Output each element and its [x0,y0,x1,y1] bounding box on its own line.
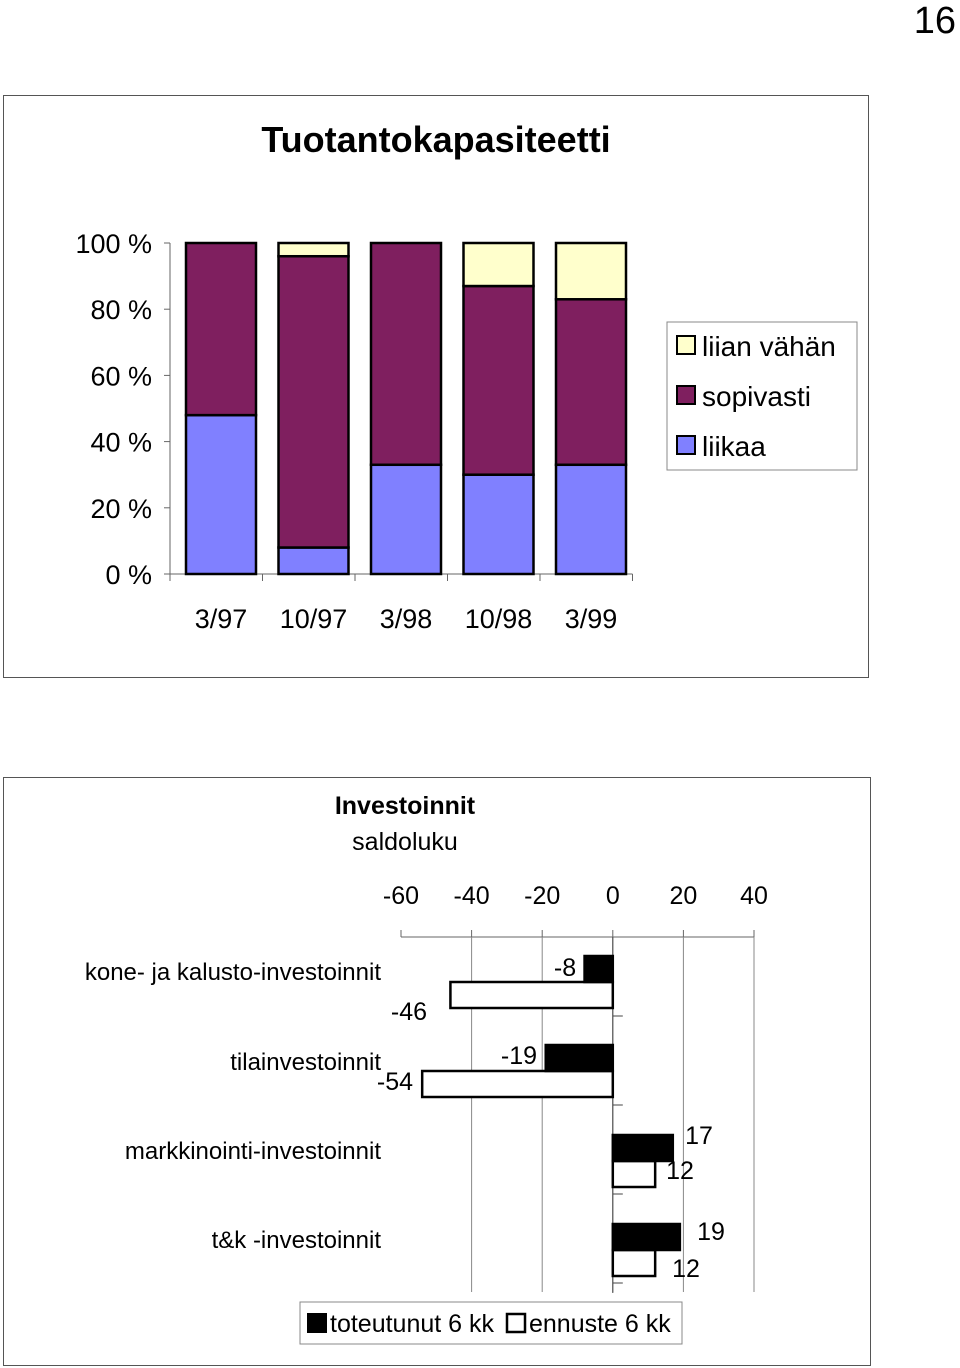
chart1-legend-label: liikaa [702,431,766,462]
chart2-bar-toteutunut [544,1043,615,1073]
chart2-category-label: kone- ja kalusto-investoinnit [85,959,381,986]
chart1-legend-swatch [676,385,696,405]
chart1-x-tick-label: 3/98 [380,604,433,634]
chart1-bar-segment [554,463,628,576]
chart2-category-label: tilainvestoinnit [230,1049,381,1076]
chart2-title: Investoinnit [335,792,476,820]
chart1-bar-segment [369,463,443,576]
chart2-bar-toteutunut [611,1133,675,1163]
chart1-bar-segment [277,546,350,576]
chart1-bar-segment [184,413,258,576]
chart2-bar-ennuste [611,1159,657,1189]
chart1-bar-segment [184,241,258,417]
chart1-y-tick-label: 0 % [105,560,152,590]
chart2-x-tick-label: -60 [383,882,419,910]
chart1-legend-swatch [676,335,696,355]
chart1-y-tick-label: 20 % [90,494,152,524]
chart1-title: Tuotantokapasiteetti [261,119,610,160]
chart1-y-tick-label: 40 % [90,428,152,458]
chart2-subtitle: saldoluku [352,828,458,856]
chart2-data-label-ennuste: 12 [672,1255,700,1283]
chart2-bar-toteutunut [583,954,615,984]
chart1-bar-segment [554,298,628,467]
chart1-y-tick-label: 100 % [75,229,152,259]
chart2-x-tick-label: 0 [606,882,620,910]
chart1-bar-segment [462,473,535,576]
chart2-legend-label: ennuste 6 kk [529,1310,671,1338]
chart1-bar-segment [277,241,350,258]
chart1-bar-segment [462,284,535,476]
chart2-data-label-toteutunut: -19 [501,1042,537,1070]
chart2-legend-swatch [505,1312,527,1334]
chart2-data-label-toteutunut: 19 [697,1218,725,1246]
chart2-x-tick-label: -20 [524,882,560,910]
chart2-x-tick-label: 40 [740,882,768,910]
chart2-data-label-ennuste: -46 [391,998,427,1026]
chart1-bar-segment [554,241,628,301]
chart1-x-tick-label: 3/99 [565,604,618,634]
chart1-x-tick-label: 10/97 [280,604,348,634]
chart2-legend-label: toteutunut 6 kk [330,1310,495,1338]
chart2-bar-toteutunut [611,1222,682,1252]
page-number: 16 [913,0,956,42]
chart1-y-tick-label: 80 % [90,295,152,325]
chart1-legend-box [666,321,858,471]
chart1-x-tick-label: 10/98 [465,604,533,634]
chart2-legend-box [299,1301,683,1345]
chart1-legend-label: sopivasti [702,381,811,412]
chart1-x-tick-label: 3/97 [195,604,248,634]
chart2-x-tick-label: 20 [669,882,697,910]
chart2-x-tick-label: -40 [454,882,490,910]
chart2-data-label-ennuste: -54 [377,1068,413,1096]
chart2-category-label: markkinointi-investoinnit [125,1138,381,1165]
chart2-category-label: t&k -investoinnit [212,1227,382,1254]
chart2-data-label-toteutunut: 17 [685,1122,713,1150]
chart1-bar-segment [462,241,535,288]
chart1-legend-swatch [676,435,696,455]
chart1-bar-segment [277,254,350,549]
chart1-y-tick-label: 60 % [90,361,152,391]
chart2-bar-ennuste [420,1069,615,1099]
chart2-data-label-ennuste: 12 [666,1157,694,1185]
chart2-bar-ennuste [449,980,615,1010]
chart1-bar-segment [369,241,443,467]
chart1-legend-label: liian vähän [702,331,836,362]
chart2-bar-ennuste [611,1248,657,1278]
chart2-legend-swatch [307,1313,327,1333]
chart2-data-label-toteutunut: -8 [554,954,576,982]
